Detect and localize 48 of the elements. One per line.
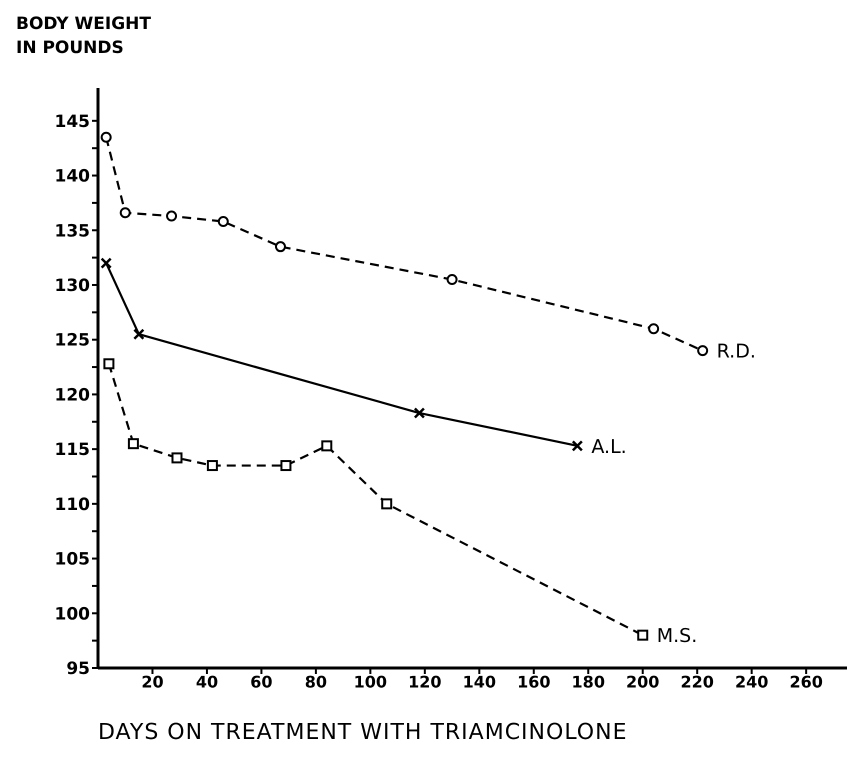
x-tick-label: 60 bbox=[250, 672, 273, 692]
x-tick-label: 20 bbox=[141, 672, 164, 692]
point bbox=[280, 460, 292, 472]
point bbox=[648, 323, 660, 334]
series-label: M.S. bbox=[656, 625, 698, 648]
x-tick-label: 220 bbox=[680, 672, 714, 692]
point bbox=[637, 630, 648, 641]
y-tick-label: 115 bbox=[54, 440, 90, 460]
point bbox=[128, 438, 139, 450]
x-tick-label: 160 bbox=[517, 672, 550, 692]
point bbox=[321, 440, 332, 452]
y-tick-label: 120 bbox=[54, 385, 90, 406]
point bbox=[446, 274, 458, 286]
x-tick-label: 80 bbox=[304, 672, 328, 692]
series-label: A.L. bbox=[591, 436, 627, 458]
y-tick-label: 125 bbox=[54, 330, 90, 351]
point bbox=[120, 207, 131, 218]
point bbox=[414, 407, 426, 419]
y-tick-label: 130 bbox=[54, 276, 90, 296]
point bbox=[100, 132, 112, 143]
x-tick-label: 180 bbox=[572, 672, 605, 692]
point bbox=[218, 216, 229, 228]
point bbox=[381, 498, 392, 510]
point bbox=[133, 328, 145, 340]
y-tick-label: 110 bbox=[54, 494, 90, 515]
point bbox=[171, 452, 182, 464]
y-tick-label: 145 bbox=[54, 112, 90, 132]
x-tick-label: 240 bbox=[734, 672, 768, 692]
point bbox=[206, 460, 218, 472]
x-tick-label: 100 bbox=[354, 672, 388, 692]
y-tick-label: 135 bbox=[54, 221, 90, 242]
y-tick-label: 100 bbox=[54, 604, 90, 624]
x-tick-label: 200 bbox=[626, 672, 660, 692]
x-tick-label: 40 bbox=[196, 672, 218, 692]
x-tick-label: 140 bbox=[462, 672, 496, 692]
y-tick-label: 140 bbox=[54, 166, 90, 187]
point bbox=[166, 210, 178, 222]
x-tick-label: 260 bbox=[789, 672, 823, 692]
y-axis-title: BODY WEIGHT IN POUNDS bbox=[16, 13, 152, 60]
y-tick-label: 95 bbox=[66, 659, 90, 680]
x-tick-label: 120 bbox=[408, 672, 442, 692]
point bbox=[572, 440, 584, 452]
point bbox=[697, 345, 708, 356]
y-tick-label: 105 bbox=[54, 550, 90, 570]
series-label: R.D. bbox=[716, 340, 756, 363]
point bbox=[103, 358, 114, 370]
x-axis-title: DAYS ON TREATMENT WITH TRIAMCINOLONE bbox=[98, 720, 628, 745]
point bbox=[274, 241, 286, 252]
